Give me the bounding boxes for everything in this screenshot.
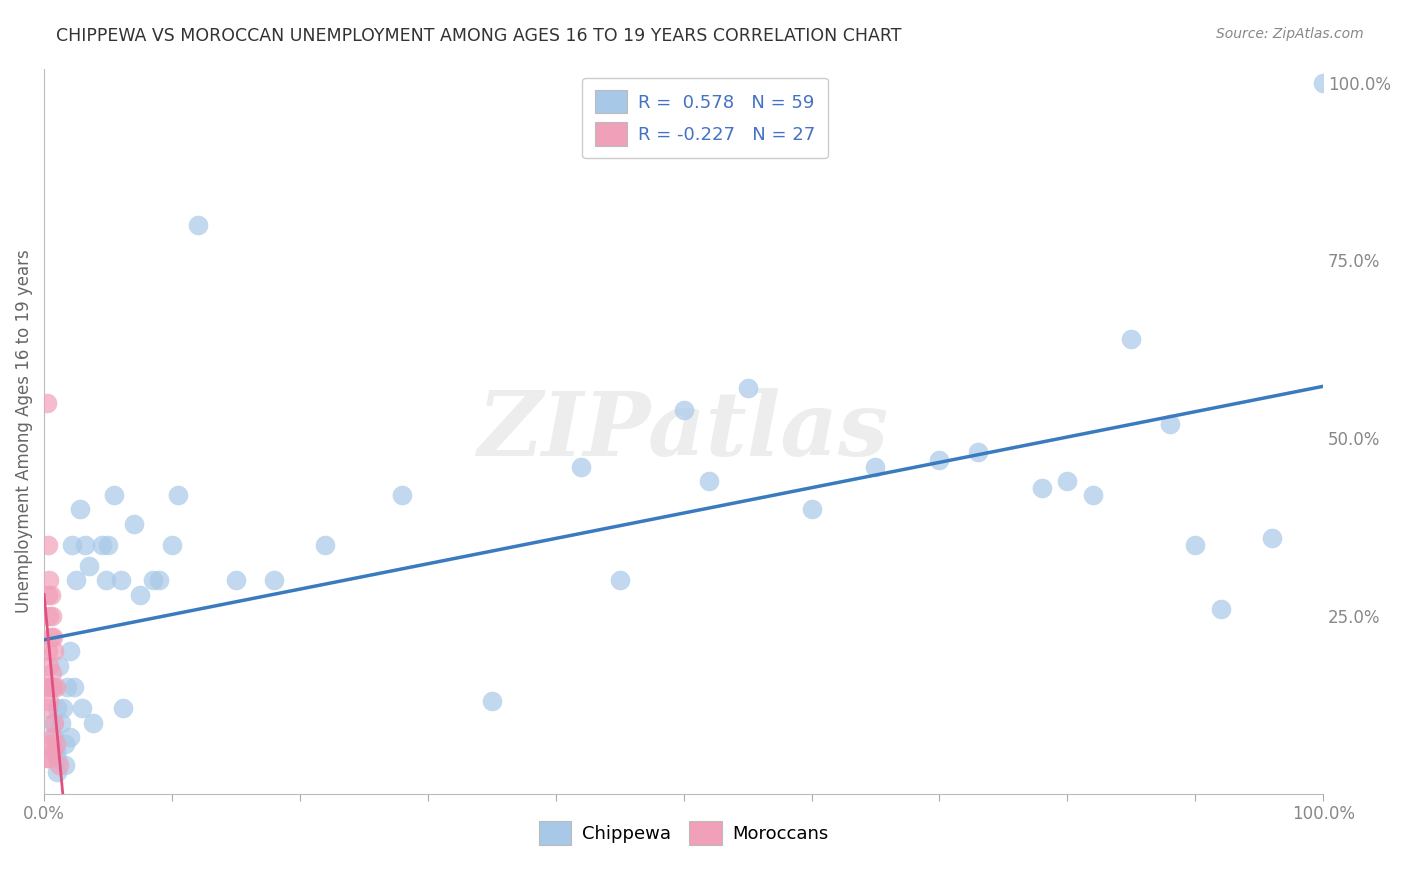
Point (167, 488, 190, 502)
Point (1031, 481, 1053, 495)
Point (42, 630, 65, 644)
Point (52, 701, 75, 715)
Point (39, 588, 62, 602)
Point (1121, 332, 1143, 346)
Point (60, 538, 83, 552)
Point (737, 381, 759, 395)
Point (38, 658, 60, 673)
Point (800, 502, 823, 516)
Point (44, 730, 66, 744)
Point (45, 680, 67, 694)
Point (142, 574, 165, 588)
Point (37, 538, 59, 552)
Point (59, 644, 82, 658)
Y-axis label: Unemployment Among Ages 16 to 19 years: Unemployment Among Ages 16 to 19 years (15, 249, 32, 613)
Point (41, 665, 63, 680)
Point (42, 715, 65, 730)
Point (697, 474, 720, 488)
Point (1056, 474, 1078, 488)
Point (112, 701, 135, 715)
Point (97, 538, 120, 552)
Point (45, 744, 67, 758)
Point (672, 402, 695, 417)
Point (65, 574, 87, 588)
Point (44, 715, 66, 730)
Point (44, 644, 66, 658)
Point (42, 744, 65, 758)
Point (39, 680, 62, 694)
Point (1261, 531, 1284, 545)
Point (42, 680, 65, 694)
Point (966, 445, 988, 459)
Text: CHIPPEWA VS MOROCCAN UNEMPLOYMENT AMONG AGES 16 TO 19 YEARS CORRELATION CHART: CHIPPEWA VS MOROCCAN UNEMPLOYMENT AMONG … (56, 27, 901, 45)
Point (1081, 488, 1104, 502)
Point (391, 488, 413, 502)
Point (90, 538, 112, 552)
Point (62, 680, 84, 694)
Point (48, 658, 70, 673)
Point (94, 574, 117, 588)
Point (38, 609, 60, 624)
Point (225, 574, 247, 588)
Point (35, 751, 58, 765)
Point (49, 715, 72, 730)
Point (928, 452, 950, 467)
Point (48, 758, 70, 772)
Point (122, 516, 145, 531)
Point (263, 574, 285, 588)
Point (72, 701, 94, 715)
Point (129, 588, 152, 602)
Point (1184, 538, 1206, 552)
Point (53, 758, 76, 772)
Point (1312, 76, 1334, 90)
Point (1159, 417, 1181, 431)
Point (41, 730, 63, 744)
Point (35, 680, 58, 694)
Text: ZIPatlas: ZIPatlas (478, 388, 889, 475)
Point (37, 588, 59, 602)
Point (82, 715, 104, 730)
Point (315, 538, 337, 552)
Point (69, 502, 91, 516)
Point (77, 559, 100, 574)
Text: Source: ZipAtlas.com: Source: ZipAtlas.com (1216, 27, 1364, 41)
Legend: Chippewa, Moroccans: Chippewa, Moroccans (526, 809, 841, 857)
Point (39, 737, 62, 751)
Point (38, 751, 60, 765)
Point (37, 701, 59, 715)
Point (39, 630, 62, 644)
Point (103, 488, 125, 502)
Point (38, 574, 60, 588)
Point (39, 680, 62, 694)
Point (160, 538, 183, 552)
Point (865, 459, 887, 474)
Point (110, 574, 132, 588)
Point (45, 765, 67, 780)
Point (1209, 602, 1232, 616)
Point (56, 680, 79, 694)
Point (481, 694, 503, 708)
Point (35, 395, 58, 409)
Point (569, 459, 592, 474)
Point (45, 737, 67, 751)
Point (53, 737, 76, 751)
Point (37, 644, 59, 658)
Point (73, 538, 96, 552)
Point (41, 609, 63, 624)
Point (45, 751, 67, 765)
Point (609, 574, 631, 588)
Point (187, 218, 209, 232)
Point (45, 701, 67, 715)
Point (59, 730, 82, 744)
Point (148, 574, 170, 588)
Point (38, 694, 60, 708)
